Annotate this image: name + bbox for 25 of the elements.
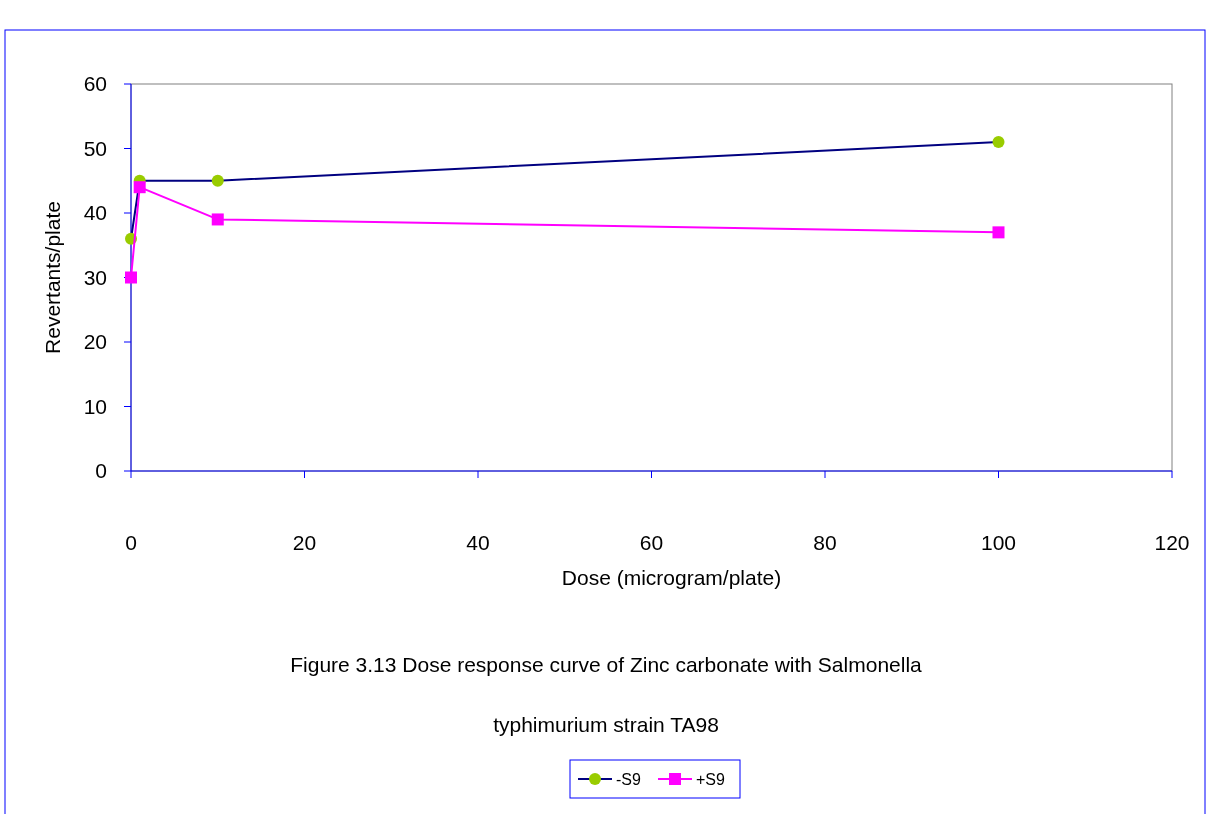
point <box>992 136 1005 149</box>
y-tick-label: 20 <box>83 330 107 354</box>
y-tick-label: 40 <box>83 201 107 225</box>
legend-label: +S9 <box>696 770 726 788</box>
y-axis-title: Revertants/plate <box>41 201 64 354</box>
y-tick-label: 0 <box>95 459 107 483</box>
point <box>133 181 146 194</box>
x-tick-label: 20 <box>292 531 317 554</box>
y-tick-label: 10 <box>83 394 107 418</box>
x-tick-label: 60 <box>639 531 664 554</box>
y-tick-label: 60 <box>83 72 107 96</box>
point <box>211 174 224 187</box>
x-tick-label: 0 <box>125 531 137 554</box>
x-tick-label: 100 <box>980 531 1017 554</box>
legend-label: -S9 <box>616 770 641 788</box>
y-tick-label: 50 <box>83 136 107 160</box>
y-tick-label: 30 <box>83 265 107 289</box>
x-tick-label: 80 <box>813 531 837 554</box>
chart-title: Figure 3.13 Dose response curve of Zinc carbonate with Salmonella typhimurium strain TA98 <box>290 653 922 736</box>
x-tick-label: 120 <box>1154 531 1190 554</box>
x-axis-title: Dose (microgram/plate) <box>561 566 782 589</box>
x-tick-label: 40 <box>466 531 490 554</box>
point <box>211 213 224 226</box>
point <box>992 226 1005 239</box>
point <box>125 271 137 284</box>
